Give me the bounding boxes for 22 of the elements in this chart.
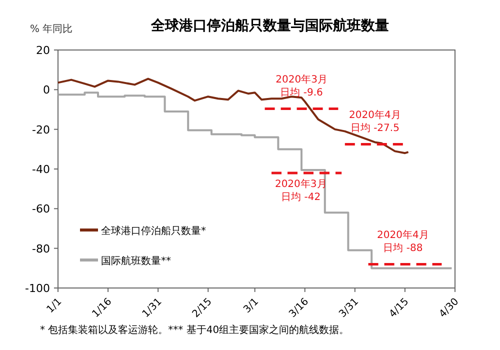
annotation: 2020年4月	[349, 109, 401, 122]
annotation: 日均 -27.5	[350, 122, 400, 134]
y-tick-label: -20	[32, 123, 50, 136]
annotation: 日均 -88	[383, 242, 423, 254]
x-tick-label: 1/1	[44, 296, 64, 316]
legend-label: 全球港口停泊船只数量*	[101, 225, 206, 237]
y-tick-label: -100	[25, 282, 50, 295]
legend-label: 国际航班数量**	[101, 255, 171, 267]
annotation: 日均 -9.6	[280, 86, 323, 99]
y-tick-label: 20	[36, 44, 50, 57]
annotation: 2020年4月	[377, 229, 429, 242]
annotation: 2020年3月	[274, 178, 327, 190]
y-tick-label: -60	[32, 202, 50, 216]
y-tick-label: -40	[32, 163, 50, 176]
y-tick-label: 0	[43, 84, 50, 97]
text: * 包括集装箱以及客运游轮。*** 基于40组主要国家之间的航线数据。	[40, 324, 350, 336]
annotation: 2020年3月	[276, 74, 328, 86]
y-axis-title: % 年同比	[30, 23, 73, 35]
y-tick-label: -80	[32, 242, 50, 256]
annotation: 日均 -42	[281, 190, 321, 203]
chart-title: 全球港口停泊船只数量与国际航班数量	[150, 17, 389, 34]
x-tick-label: 3/1	[242, 296, 261, 316]
